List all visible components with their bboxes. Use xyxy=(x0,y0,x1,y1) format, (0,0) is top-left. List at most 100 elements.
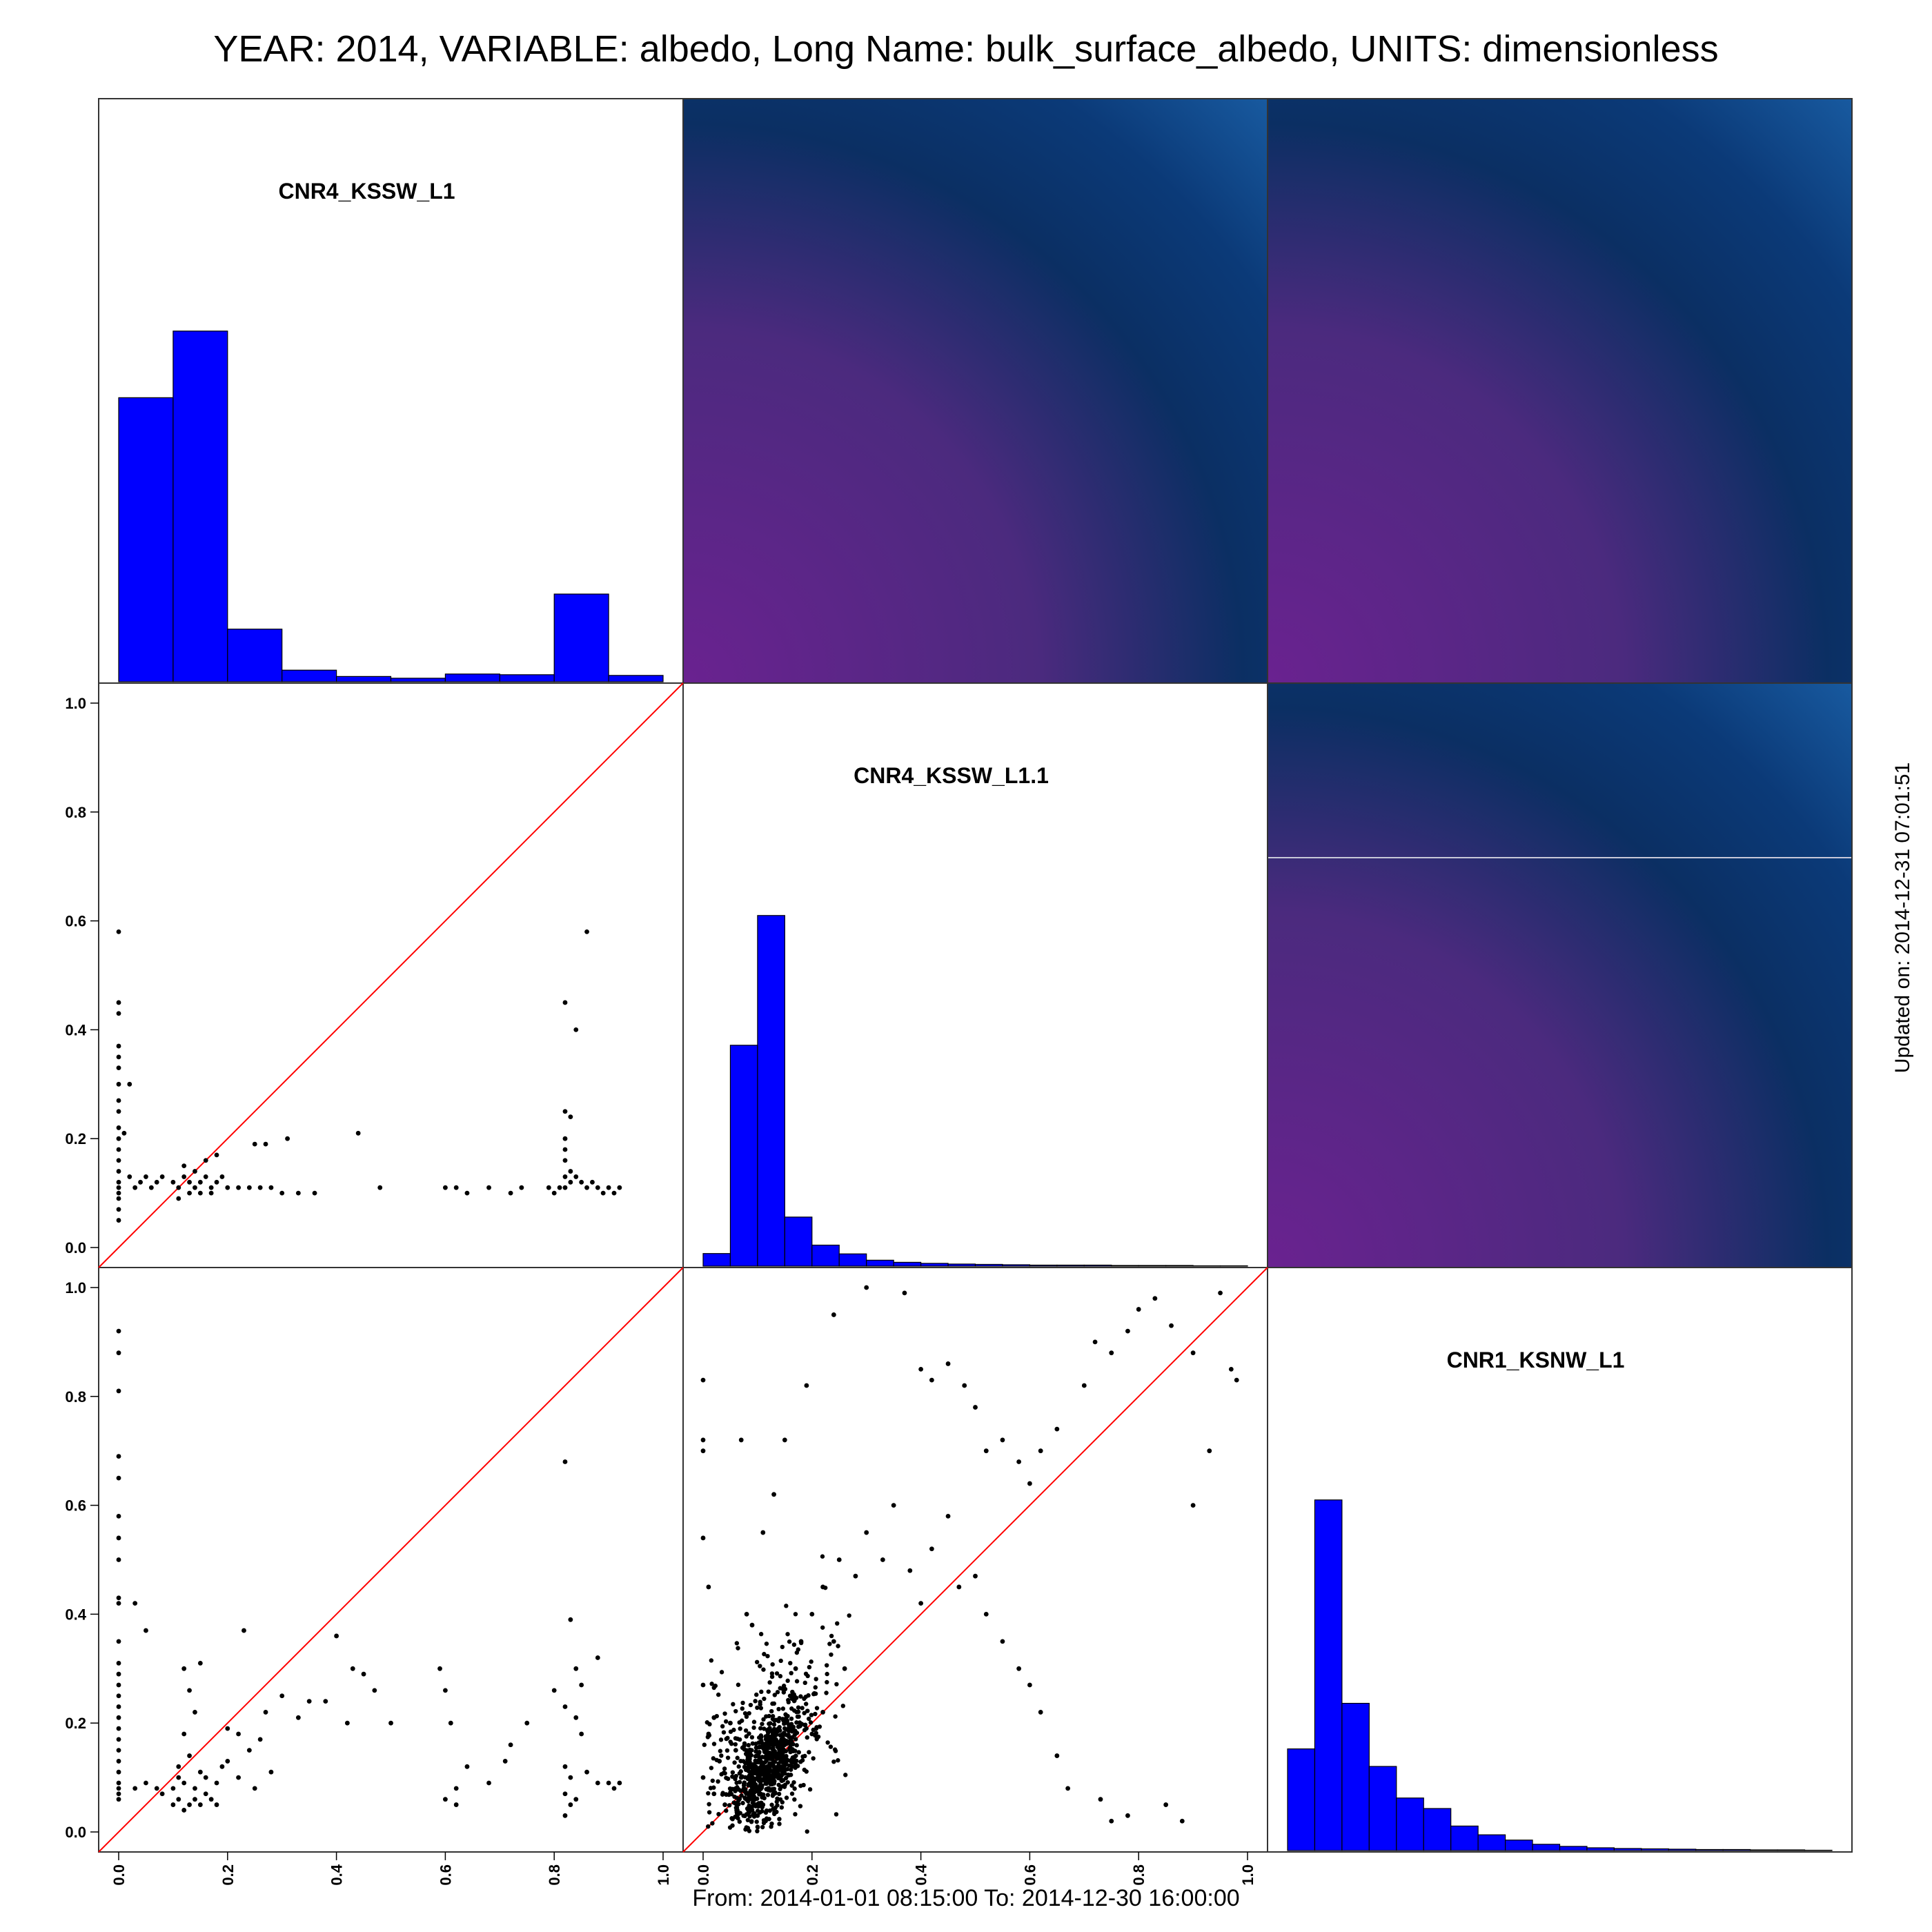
data-point xyxy=(121,1130,127,1136)
axes: 0.0 0.2 0.4 0.6 0.8 1.0 0.0 0.2 0.4 0.6 0.8 1.0 0.0 0… xyxy=(65,695,1256,1886)
data-point xyxy=(214,1780,219,1786)
data-point xyxy=(792,1732,798,1737)
data-point xyxy=(762,1759,768,1765)
data-point xyxy=(754,1771,760,1775)
data-point xyxy=(775,1690,780,1695)
data-point xyxy=(778,1753,783,1757)
scatter-panel xyxy=(682,1267,1268,1853)
data-point xyxy=(187,1753,192,1758)
data-point xyxy=(1098,1797,1103,1802)
data-point xyxy=(722,1766,727,1771)
data-point xyxy=(116,1704,121,1709)
data-point xyxy=(116,1780,121,1786)
data-point xyxy=(127,1081,132,1087)
data-point xyxy=(814,1731,819,1735)
data-point xyxy=(747,1803,751,1808)
data-point xyxy=(796,1705,801,1710)
data-point xyxy=(159,1791,165,1797)
data-point xyxy=(779,1778,785,1784)
data-point xyxy=(568,1775,573,1780)
data-point xyxy=(323,1699,328,1704)
data-point xyxy=(704,1720,710,1725)
data-point xyxy=(828,1744,834,1749)
x-tick-label: 0.8 xyxy=(1130,1864,1147,1886)
data-point xyxy=(1234,1377,1239,1383)
data-point xyxy=(562,1764,568,1769)
data-point xyxy=(710,1821,715,1826)
data-point xyxy=(1152,1296,1158,1301)
data-point xyxy=(1054,1753,1060,1758)
data-point xyxy=(132,1786,138,1791)
data-point xyxy=(929,1377,934,1383)
data-point xyxy=(1109,1818,1114,1824)
data-point xyxy=(263,1710,268,1715)
data-point xyxy=(562,1158,568,1163)
data-point xyxy=(573,1027,579,1032)
data-point xyxy=(771,1492,776,1497)
data-point xyxy=(719,1670,724,1675)
data-point xyxy=(116,1136,121,1141)
data-point xyxy=(756,1751,762,1755)
data-point xyxy=(1179,1818,1185,1824)
data-point xyxy=(718,1737,724,1742)
data-point xyxy=(1125,1328,1130,1334)
data-point xyxy=(769,1708,774,1714)
data-point xyxy=(724,1792,729,1797)
data-point xyxy=(606,1780,611,1786)
data-point xyxy=(116,1769,121,1775)
data-point xyxy=(824,1663,829,1668)
data-point xyxy=(714,1713,719,1719)
data-point xyxy=(562,1174,568,1179)
data-point xyxy=(519,1185,524,1190)
data-point xyxy=(731,1702,736,1707)
data-point xyxy=(700,1682,706,1688)
data-point xyxy=(983,1612,989,1617)
data-point xyxy=(350,1666,355,1671)
data-point xyxy=(767,1680,772,1685)
data-point xyxy=(759,1735,764,1739)
data-point xyxy=(831,1639,836,1644)
data-point xyxy=(573,1666,579,1671)
data-point xyxy=(252,1141,257,1147)
data-point xyxy=(116,1454,121,1459)
data-point xyxy=(880,1557,885,1562)
data-point xyxy=(573,1174,579,1179)
data-point xyxy=(769,1674,775,1679)
data-point xyxy=(831,1312,836,1317)
data-point xyxy=(562,1136,568,1141)
data-point xyxy=(711,1785,716,1790)
data-point xyxy=(744,1734,749,1739)
data-point xyxy=(722,1711,727,1716)
data-point xyxy=(268,1769,274,1775)
data-point xyxy=(736,1764,741,1769)
data-point xyxy=(763,1810,769,1815)
data-point xyxy=(508,1742,513,1748)
data-point xyxy=(761,1667,766,1672)
data-point xyxy=(792,1759,798,1764)
data-point xyxy=(562,1185,568,1190)
data-point xyxy=(742,1711,748,1716)
data-point xyxy=(208,1190,214,1196)
data-point xyxy=(772,1693,777,1697)
data-point xyxy=(746,1748,751,1753)
data-point xyxy=(745,1811,750,1816)
data-point xyxy=(716,1779,720,1784)
data-point xyxy=(762,1795,767,1801)
data-point xyxy=(225,1726,230,1731)
data-point xyxy=(127,1174,132,1179)
histogram-bar xyxy=(1029,1264,1058,1267)
y-tick-label: 0.2 xyxy=(65,1130,86,1147)
data-point xyxy=(790,1689,795,1695)
data-point xyxy=(805,1735,809,1740)
data-point xyxy=(116,1557,121,1562)
y-tick-label: 0.8 xyxy=(65,1388,86,1406)
data-point xyxy=(1207,1448,1212,1454)
data-point xyxy=(720,1792,725,1797)
data-point xyxy=(785,1780,790,1785)
data-point xyxy=(778,1728,782,1733)
histogram-bar xyxy=(1505,1840,1533,1851)
data-point xyxy=(787,1739,792,1745)
data-point xyxy=(219,1764,225,1769)
data-point xyxy=(568,1114,573,1120)
